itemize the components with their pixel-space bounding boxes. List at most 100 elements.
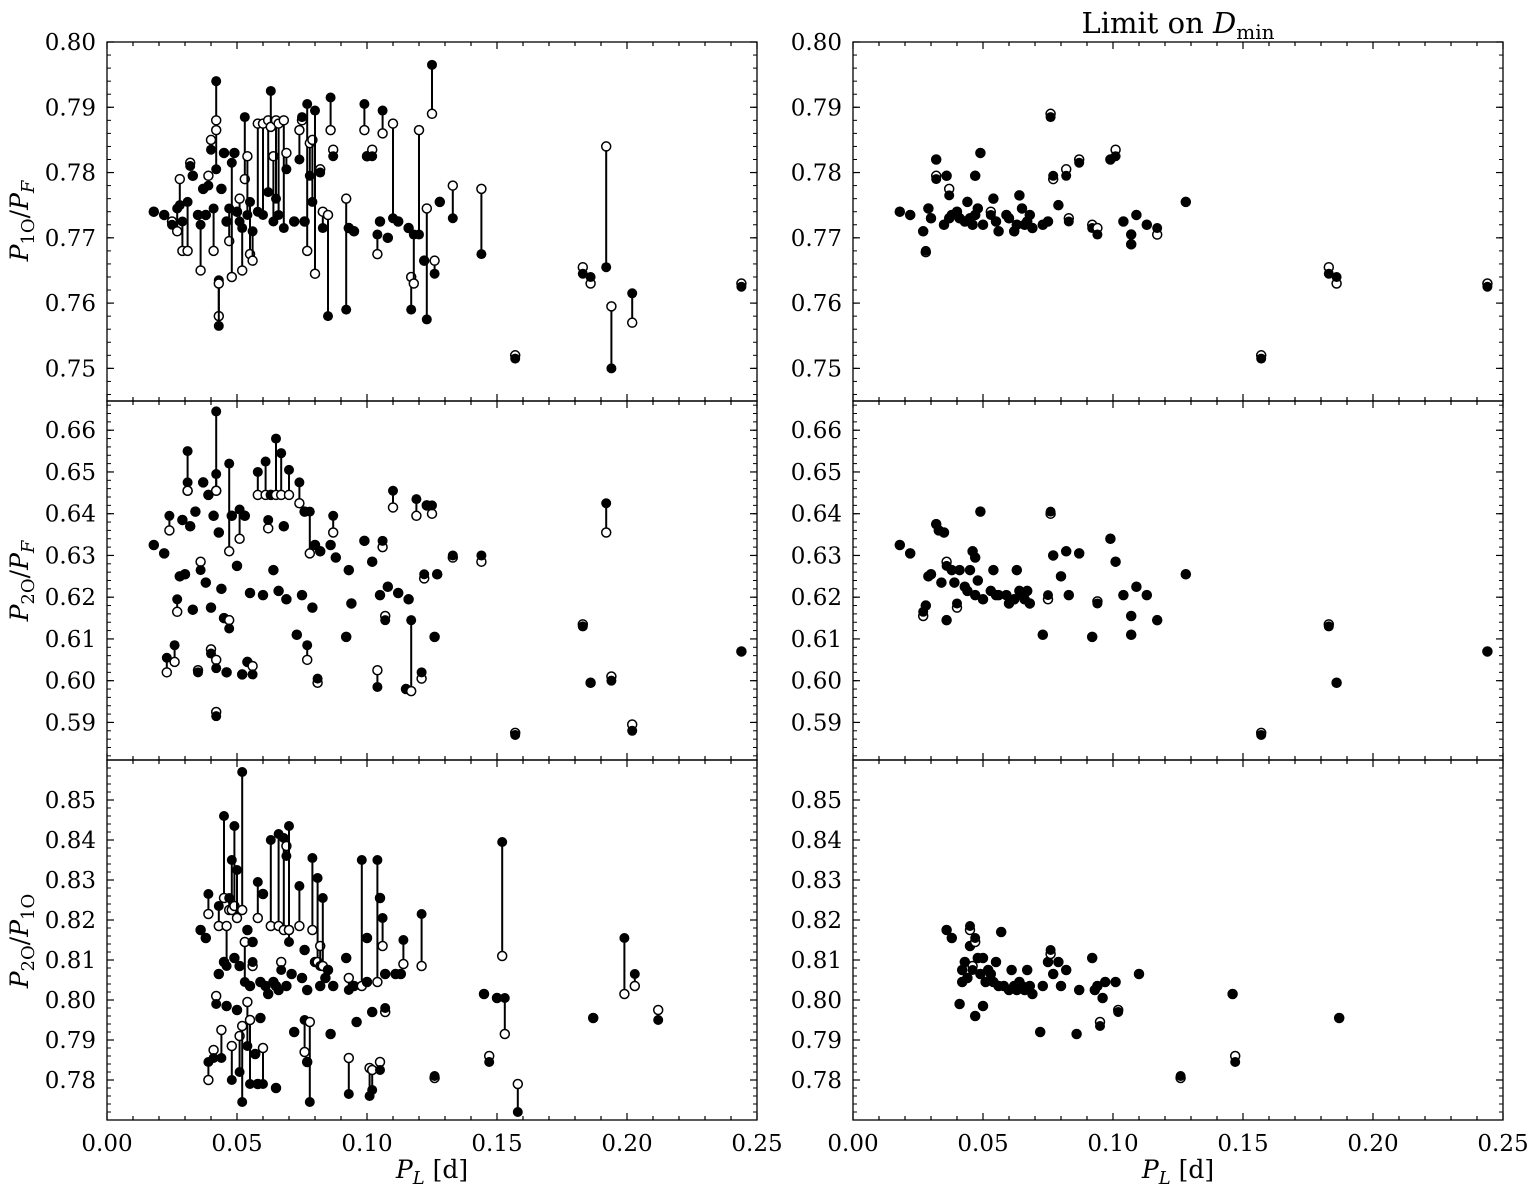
filled-point [367,1085,378,1095]
open-point [210,115,222,126]
filled-point [434,196,445,207]
filled-point [299,945,310,955]
open-point [205,134,217,146]
filled-point [978,1001,988,1011]
filled-point [653,1015,664,1025]
open-point [499,1028,511,1040]
filled-point [926,213,936,224]
filled-point [232,560,242,571]
filled-point [936,577,947,588]
filled-point [975,506,986,517]
filled-point [980,977,991,987]
filled-point [294,881,305,891]
filled-point [359,99,370,110]
filled-point [224,458,235,469]
panel-p2o_limit: 0.59 0.60 0.61 0.62 0.63 0.64 0.65 0.66 [791,400,1504,761]
filled-point [965,921,975,931]
filled-point [177,216,188,227]
filled-point [258,1079,268,1089]
y-tick-label: 0.79 [45,95,96,121]
filled-point [585,271,596,282]
open-point [171,226,183,237]
filled-point [211,406,222,417]
filled-point [286,969,297,979]
filled-point [577,268,588,279]
filled-point [377,535,388,546]
open-point [626,317,638,328]
y-tick-label: 0.79 [45,1028,96,1054]
filled-point [237,223,248,234]
filled-point [367,151,378,162]
filled-point [302,640,313,651]
y-tick-label: 0.64 [791,502,842,528]
filled-point [736,646,747,657]
filled-point [931,154,942,165]
open-point [231,912,243,924]
open-point [244,1014,256,1026]
filled-point [372,681,383,692]
filled-point [258,590,268,601]
filled-point [931,174,942,185]
plot-frame [106,759,758,1121]
filled-point [247,937,258,947]
filled-point [619,933,630,943]
filled-point [1053,200,1064,211]
filled-point [265,85,276,96]
filled-point [276,448,287,459]
open-point [210,124,222,136]
filled-point [1141,219,1152,230]
filled-point [273,209,284,220]
filled-point [1141,590,1152,601]
filled-point [1037,629,1048,640]
panel-p1o_all: 0.75 0.76 0.77 0.78 0.79 0.80 [45,30,758,402]
filled-point [343,1089,354,1099]
filled-point [941,615,952,626]
open-point [203,170,214,182]
filled-point [182,196,193,207]
filled-point [985,969,996,979]
open-point [169,656,180,668]
filled-point [411,494,422,505]
open-point [216,1024,227,1036]
filled-point [211,711,222,722]
filled-point [1004,213,1014,224]
filled-point [484,1057,495,1067]
filled-point [208,510,219,521]
filled-point [1331,271,1342,282]
filled-point [200,209,211,220]
filled-point [232,865,242,875]
filled-point [297,590,307,601]
filled-point [221,961,232,971]
filled-point [203,489,214,500]
open-point [242,996,253,1008]
filled-point [307,602,318,613]
filled-point [1152,615,1163,626]
filled-point [242,925,253,935]
y-tick-label: 0.60 [791,669,842,695]
filled-point [1334,1013,1345,1023]
open-point [252,912,264,924]
filled-point [577,621,588,632]
filled-point [226,157,237,168]
filled-point [232,1005,242,1015]
filled-point [1043,957,1053,967]
filled-point [284,464,294,475]
filled-point [1048,550,1059,561]
filled-point [606,675,617,686]
filled-point [252,877,263,887]
filled-point [291,629,302,640]
filled-point [499,993,510,1003]
open-point [429,255,440,266]
filled-point [271,1083,281,1093]
open-point [413,124,425,136]
filled-point [978,953,988,963]
open-point [652,1004,664,1016]
filled-point [304,1097,315,1107]
filled-point [239,112,250,123]
filled-point [307,853,318,863]
open-point [309,268,321,279]
open-point [359,124,370,136]
filled-point [1256,729,1267,740]
filled-point [195,565,206,576]
filled-point [211,76,222,87]
